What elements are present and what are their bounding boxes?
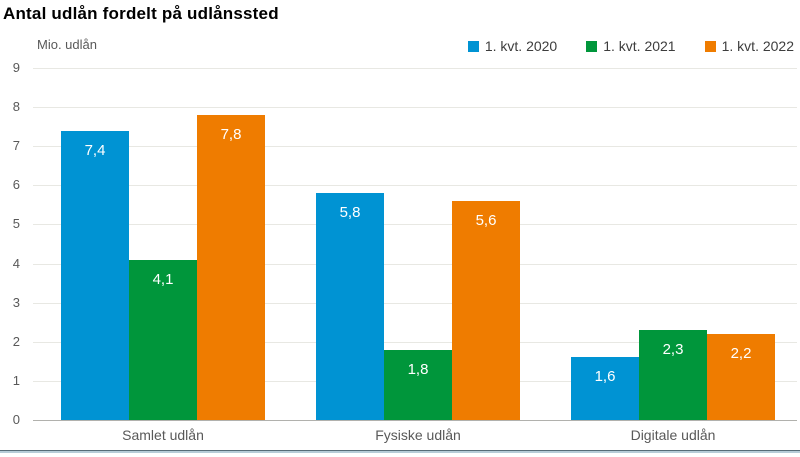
- legend-item: 1. kvt. 2021: [586, 38, 676, 54]
- bar-1-kvt-2022: 2,2: [707, 334, 775, 420]
- x-axis-line: [33, 420, 797, 421]
- legend: 1. kvt. 2020 1. kvt. 2021 1. kvt. 2022: [467, 38, 794, 54]
- bar-value-label: 5,6: [475, 212, 497, 229]
- gridline: [33, 68, 797, 69]
- legend-label: 1. kvt. 2021: [603, 38, 676, 54]
- bar-1-kvt-2022: 5,6: [452, 201, 520, 420]
- y-axis-tick-label: 0: [12, 412, 20, 427]
- legend-item: 1. kvt. 2020: [467, 38, 558, 54]
- gridline: [33, 224, 797, 225]
- y-axis-tick-label: 8: [12, 99, 20, 114]
- gridline: [33, 185, 797, 186]
- y-axis-tick-label: 5: [12, 216, 20, 231]
- bar-value-label: 2,3: [662, 341, 684, 358]
- y-axis-tick-label: 4: [12, 256, 20, 271]
- bar-value-label: 1,6: [594, 368, 616, 385]
- legend-swatch-icon: [704, 40, 716, 52]
- bar-value-label: 4,1: [152, 271, 174, 288]
- bar-value-label: 2,2: [730, 345, 752, 362]
- y-axis-tick-label: 9: [12, 60, 20, 75]
- y-axis-tick-label: 1: [12, 373, 20, 388]
- bar-1-kvt-2021: 2,3: [639, 330, 707, 420]
- x-axis-category-label: Fysiske udlån: [375, 427, 461, 443]
- bar-1-kvt-2020: 5,8: [316, 193, 384, 420]
- bar-1-kvt-2021: 4,1: [129, 260, 197, 420]
- bar-1-kvt-2021: 1,8: [384, 350, 452, 420]
- gridline: [33, 303, 797, 304]
- y-axis-tick-label: 7: [12, 138, 20, 153]
- bar-value-label: 7,8: [220, 126, 242, 143]
- x-axis-category-label: Digitale udlån: [630, 427, 716, 443]
- bar-value-label: 1,8: [407, 361, 429, 378]
- y-axis-tick-label: 6: [12, 177, 20, 192]
- bar-value-label: 7,4: [84, 142, 106, 159]
- y-axis-unit-label: Mio. udlån: [37, 37, 97, 52]
- bar-1-kvt-2022: 7,8: [197, 115, 265, 420]
- gridline: [33, 264, 797, 265]
- chart-title: Antal udlån fordelt på udlånssted: [3, 4, 279, 23]
- legend-label: 1. kvt. 2020: [484, 38, 558, 54]
- x-axis-category-label: Samlet udlån: [122, 427, 204, 443]
- gridline: [33, 146, 797, 147]
- bar-1-kvt-2020: 1,6: [571, 357, 639, 420]
- bottom-border-line: [0, 450, 800, 453]
- y-axis-tick-label: 3: [12, 295, 20, 310]
- bar-value-label: 5,8: [339, 204, 361, 221]
- legend-label: 1. kvt. 2022: [721, 38, 794, 54]
- legend-swatch-icon: [467, 40, 479, 52]
- legend-swatch-icon: [586, 40, 598, 52]
- gridline: [33, 342, 797, 343]
- legend-item: 1. kvt. 2022: [704, 38, 794, 54]
- bar-1-kvt-2020: 7,4: [61, 131, 129, 420]
- y-axis-tick-label: 2: [12, 334, 20, 349]
- gridline: [33, 107, 797, 108]
